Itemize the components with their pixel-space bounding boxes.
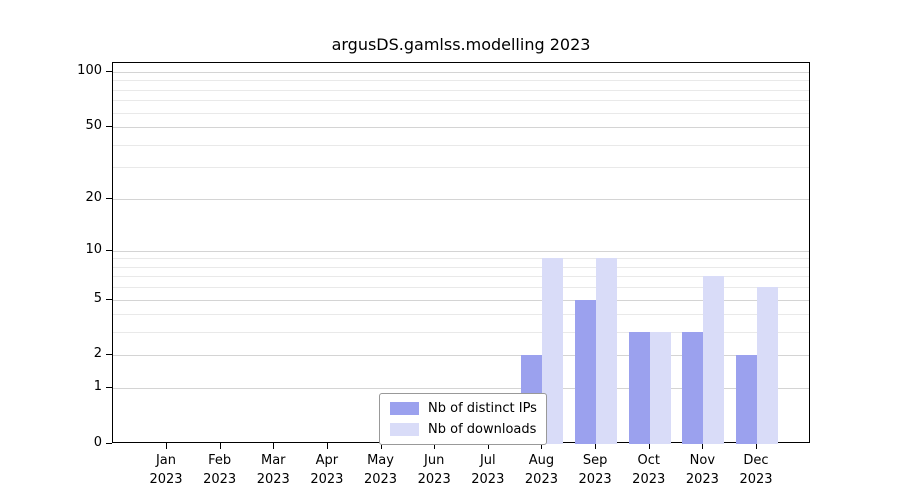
major-gridline [113,72,809,74]
bar-downloads-oct [649,332,671,444]
x-tick-mark [487,443,489,449]
legend-label-downloads: Nb of downloads [428,422,537,437]
minor-gridline [113,80,809,82]
bar-distinct-ips-sep [575,299,597,444]
y-tick-label: 2 [93,346,102,362]
minor-gridline [113,167,809,169]
x-tick-label-feb: Feb 2023 [203,453,237,487]
y-tick-label: 5 [93,290,102,306]
x-tick-label-jan: Jan 2023 [149,453,183,487]
minor-gridline [113,89,809,91]
bar-distinct-ips-dec [736,355,757,444]
bar-distinct-ips-oct [628,332,650,444]
y-tick-label: 20 [85,189,102,205]
x-tick-mark [219,443,221,449]
x-tick-label-aug: Aug 2023 [524,453,558,487]
minor-gridline [113,100,809,102]
y-tick-label: 10 [85,241,102,257]
chart-title: argusDS.gamlss.modelling 2023 [331,35,591,54]
x-tick-mark [541,443,543,449]
bar-distinct-ips-nov [682,332,704,444]
x-tick-label-apr: Apr 2023 [310,453,344,487]
minor-gridline [113,266,809,268]
major-gridline [113,355,809,357]
x-tick-mark [595,443,597,449]
x-tick-mark [326,443,328,449]
y-tick-mark [106,354,112,356]
x-tick-label-jun: Jun 2023 [417,453,451,487]
x-tick-label-jul: Jul 2023 [471,453,505,487]
x-tick-mark [702,443,704,449]
y-tick-mark [106,126,112,128]
x-tick-label-nov: Nov 2023 [685,453,719,487]
minor-gridline [113,332,809,334]
x-tick-mark [648,443,650,449]
x-tick-mark [166,443,167,449]
x-tick-label-may: May 2023 [363,453,398,487]
legend-swatch-downloads [390,423,419,436]
major-gridline [113,127,809,129]
y-tick-label: 1 [93,379,102,395]
y-tick-label: 0 [93,435,102,450]
legend-label-distinct-ips: Nb of distinct IPs [428,401,537,416]
major-gridline [113,250,809,252]
minor-gridline [113,112,809,114]
y-tick-mark [106,71,112,73]
y-tick-mark [106,387,112,389]
plot-area: Nb of distinct IPs Nb of downloads [112,62,810,445]
minor-gridline [113,258,809,260]
x-tick-label-oct: Oct 2023 [632,453,666,487]
minor-gridline [113,287,809,289]
x-tick-mark [380,443,382,449]
x-tick-label-sep: Sep 2023 [578,453,612,487]
x-tick-mark [273,443,275,449]
bar-downloads-nov [703,276,725,444]
bar-downloads-aug [542,258,564,444]
x-tick-label-dec: Dec 2023 [739,453,773,487]
major-gridline [113,198,809,200]
y-tick-mark [106,249,112,251]
minor-gridline [113,144,809,146]
x-tick-mark [756,443,757,449]
minor-gridline [113,314,809,316]
y-tick-mark [106,298,112,300]
major-gridline [113,388,809,390]
y-tick-label: 50 [85,118,102,134]
y-tick-mark [106,443,112,444]
y-tick-label: 100 [77,63,102,79]
x-tick-label-mar: Mar 2023 [256,453,290,487]
major-gridline [113,299,809,301]
minor-gridline [113,276,809,278]
legend-swatch-distinct-ips [390,402,419,415]
legend-item-distinct-ips: Nb of distinct IPs [390,401,537,416]
legend: Nb of distinct IPs Nb of downloads [379,393,547,445]
legend-item-downloads: Nb of downloads [390,422,536,437]
y-tick-mark [106,197,112,199]
bar-downloads-dec [757,287,778,444]
bar-downloads-sep [596,258,618,444]
x-tick-mark [434,443,436,449]
